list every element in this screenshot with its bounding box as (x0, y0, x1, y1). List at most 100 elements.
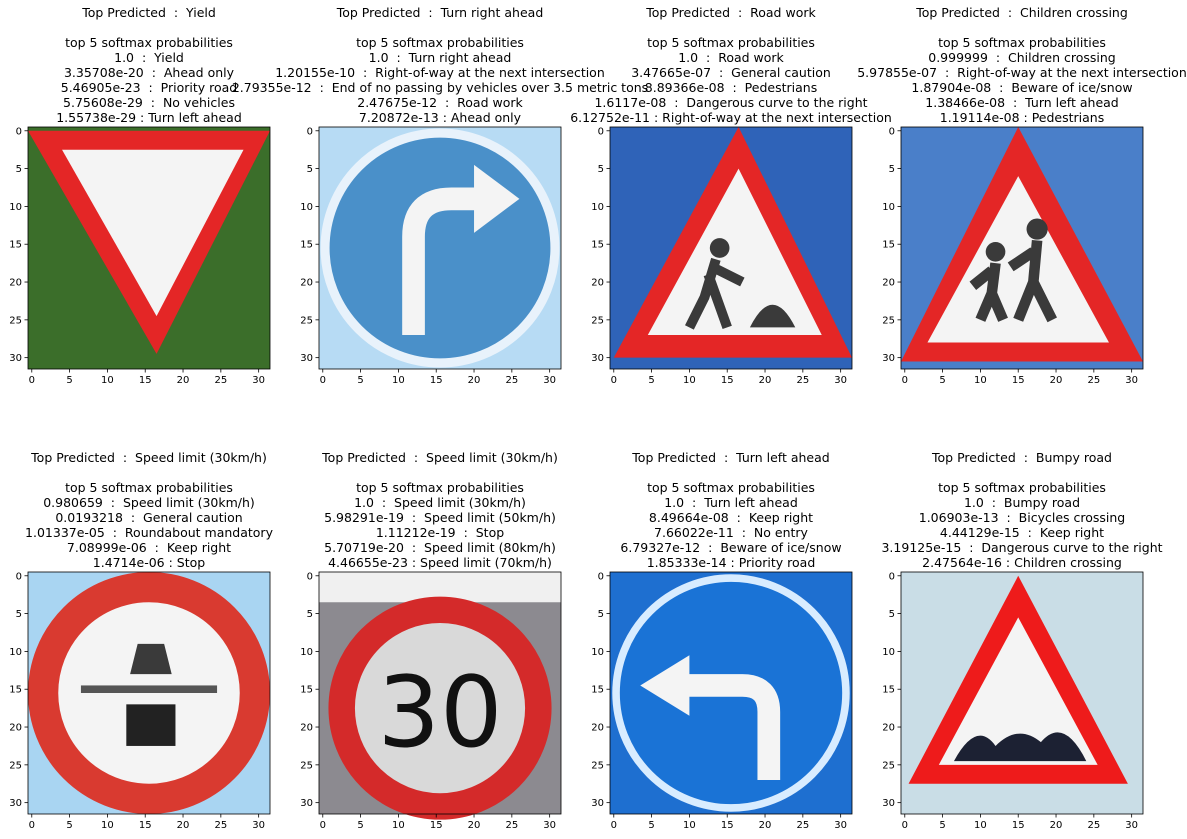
x-tick-label: 30 (1125, 375, 1138, 386)
panel-title: Top Predicted : Turn right ahead top 5 s… (232, 5, 648, 125)
x-tick-label: 20 (177, 375, 190, 386)
y-tick-label: 5 (16, 609, 22, 620)
prediction-line: 2.47675e-12 : Road work (357, 95, 523, 110)
x-tick-label: 20 (1050, 375, 1063, 386)
top-predicted-label: Top Predicted : Children crossing (916, 5, 1128, 20)
bumpy-road-sign-icon (901, 572, 1143, 814)
x-tick-label: 10 (101, 820, 114, 831)
y-tick-label: 25 (591, 760, 604, 771)
y-tick-label: 10 (591, 647, 604, 658)
x-tick-label: 25 (796, 375, 809, 386)
y-tick-label: 0 (889, 126, 895, 137)
y-tick-label: 0 (16, 571, 22, 582)
x-tick-label: 10 (974, 820, 987, 831)
softmax-header: top 5 softmax probabilities (938, 480, 1106, 495)
y-tick-label: 0 (598, 571, 604, 582)
x-tick-label: 10 (101, 375, 114, 386)
y-tick-label: 10 (9, 647, 22, 658)
top-predicted-label: Top Predicted : Road work (646, 5, 816, 20)
speed-ring (328, 596, 552, 820)
children-crossing-sign-icon (901, 127, 1143, 369)
x-tick-label: 20 (177, 820, 190, 831)
x-tick-label: 25 (1087, 820, 1100, 831)
prediction-line: 1.0 : Speed limit (30km/h) (354, 495, 526, 510)
axes-frame (900, 571, 1144, 815)
y-tick-label: 15 (9, 240, 22, 251)
x-tick-label: 5 (939, 375, 945, 386)
no-passing-trucks-sign-icon (28, 572, 270, 814)
prediction-line: 5.97855e-07 : Right-of-way at the next i… (857, 65, 1187, 80)
y-tick-label: 5 (598, 164, 604, 175)
panel-title: Top Predicted : Turn left ahead top 5 so… (620, 450, 841, 570)
x-tick-label: 5 (357, 375, 363, 386)
turn-left-ahead-sign-icon (610, 572, 852, 814)
axes-frame (27, 126, 271, 370)
x-tick-label: 15 (430, 820, 443, 831)
y-tick-label: 30 (9, 353, 22, 364)
softmax-header: top 5 softmax probabilities (647, 35, 815, 50)
speed-value: 30 (377, 656, 502, 770)
x-tick-label: 25 (505, 820, 518, 831)
prediction-line: 1.01337e-05 : Roundabout mandatory (25, 525, 273, 540)
x-tick-label: 30 (543, 820, 556, 831)
y-tick-label: 30 (591, 353, 604, 364)
y-tick-label: 30 (882, 353, 895, 364)
y-tick-label: 20 (9, 278, 22, 289)
y-tick-label: 10 (882, 202, 895, 213)
softmax-header: top 5 softmax probabilities (65, 480, 233, 495)
x-tick-label: 10 (974, 375, 987, 386)
axes-frame (318, 126, 562, 370)
y-tick-label: 25 (9, 760, 22, 771)
prediction-line: 5.70719e-20 : Speed limit (80km/h) (324, 540, 556, 555)
y-tick-label: 0 (307, 126, 313, 137)
x-tick-label: 20 (468, 820, 481, 831)
x-tick-label: 15 (721, 375, 734, 386)
dirt-pile (749, 304, 796, 328)
x-tick-label: 15 (430, 375, 443, 386)
prediction-line: 0.999999 : Children crossing (928, 50, 1116, 65)
x-tick-label: 10 (392, 375, 405, 386)
x-tick-label: 10 (683, 820, 696, 831)
y-tick-label: 25 (300, 315, 313, 326)
prediction-line: 4.46655e-23 : Speed limit (70km/h) (328, 555, 552, 570)
y-tick-label: 5 (598, 609, 604, 620)
prediction-line: 1.0 : Turn left ahead (664, 495, 798, 510)
prediction-line: 1.55738e-29 : Turn left ahead (56, 110, 242, 125)
bumps (953, 732, 1087, 762)
dividing-line (80, 685, 218, 693)
y-tick-label: 20 (9, 723, 22, 734)
y-tick-label: 30 (300, 353, 313, 364)
x-tick-label: 5 (66, 375, 72, 386)
x-tick-label: 0 (902, 820, 908, 831)
x-tick-label: 0 (902, 375, 908, 386)
x-tick-label: 15 (1012, 820, 1025, 831)
prediction-line: 5.46905e-23 : Priority road (60, 80, 238, 95)
car-top (130, 643, 172, 675)
softmax-header: top 5 softmax probabilities (356, 35, 524, 50)
y-tick-label: 15 (882, 685, 895, 696)
prediction-line: 1.20155e-10 : Right-of-way at the next i… (275, 65, 605, 80)
prediction-line: 4.44129e-15 : Keep right (939, 525, 1105, 540)
top-predicted-label: Top Predicted : Bumpy road (932, 450, 1112, 465)
y-tick-label: 5 (307, 164, 313, 175)
axes-frame (609, 571, 853, 815)
y-tick-label: 10 (300, 647, 313, 658)
arrow-shaft (402, 187, 482, 335)
warning-inner (647, 168, 822, 335)
x-tick-label: 30 (834, 820, 847, 831)
y-tick-label: 5 (889, 609, 895, 620)
x-tick-label: 0 (611, 820, 617, 831)
x-tick-label: 30 (543, 375, 556, 386)
x-tick-label: 15 (139, 375, 152, 386)
y-tick-label: 0 (889, 571, 895, 582)
y-tick-label: 20 (882, 278, 895, 289)
x-tick-label: 30 (834, 375, 847, 386)
yield-sign-icon (28, 127, 270, 369)
y-tick-label: 30 (591, 798, 604, 809)
children-figures (969, 239, 1057, 323)
x-tick-label: 30 (1125, 820, 1138, 831)
x-tick-label: 5 (357, 820, 363, 831)
prediction-line: 1.11212e-19 : Stop (375, 525, 505, 540)
